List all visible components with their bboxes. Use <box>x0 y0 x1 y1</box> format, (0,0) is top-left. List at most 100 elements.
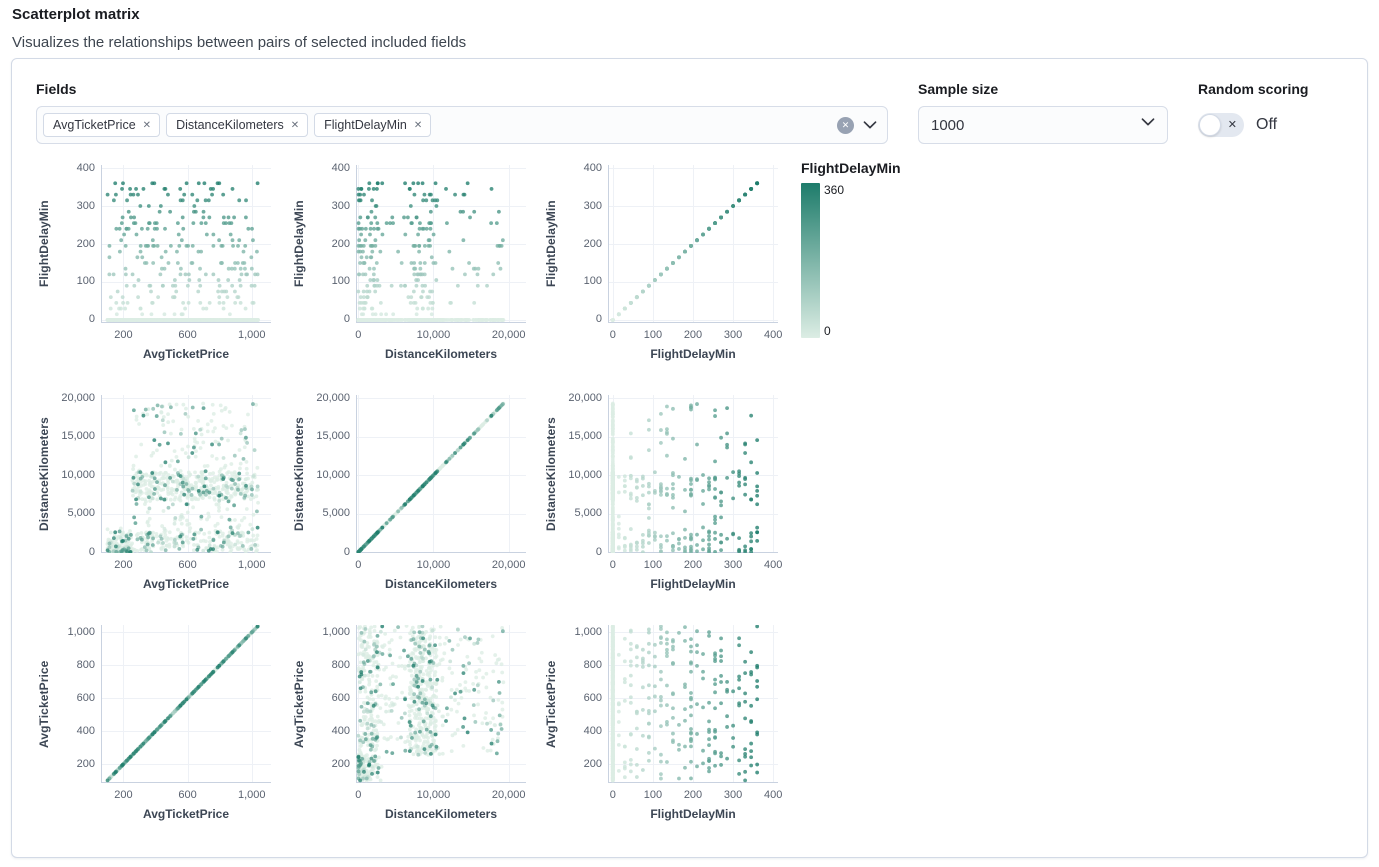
toggle-knob <box>1199 114 1221 136</box>
y-axis-tick-label: 5,000 <box>322 507 350 520</box>
x-axis-title: FlightDelayMin <box>650 807 736 821</box>
x-axis-tick-label: 1,000 <box>237 329 266 341</box>
x-axis-tick-label: 20,000 <box>491 559 526 571</box>
sample-size-label: Sample size <box>918 81 999 97</box>
y-axis-tick-label: 15,000 <box>568 430 602 443</box>
scatter-canvas <box>608 395 778 553</box>
y-axis-tick-label: 0 <box>595 545 602 558</box>
scatter-canvas <box>101 625 271 783</box>
y-axis-tick-label: 1,000 <box>574 625 602 638</box>
y-axis-tick-label: 0 <box>88 313 95 326</box>
y-axis-tick-label: 600 <box>331 691 350 704</box>
clear-icon: ✕ <box>841 119 850 130</box>
scatter-canvas <box>356 625 526 783</box>
x-axis-tick-label: 200 <box>114 789 133 801</box>
y-axis-tick-label: 200 <box>583 237 602 250</box>
x-axis-tick-label: 0 <box>609 559 616 571</box>
random-scoring-state: Off <box>1256 116 1278 133</box>
x-axis-tick-label: 200 <box>683 789 703 801</box>
sample-size-select[interactable]: 1000 <box>918 106 1168 144</box>
clear-all-fields-button[interactable]: ✕ <box>837 116 854 134</box>
scatter-canvas <box>101 165 271 323</box>
scatter-cell-FlightDelayMin-vs-AvgTicketPrice: FlightDelayMin 0 100 200 300 400 200 600 1,000 Av… <box>36 161 271 365</box>
x-axis-title: DistanceKilometers <box>384 347 498 361</box>
y-axis-tick-label: 200 <box>76 757 95 770</box>
random-scoring-label: Random scoring <box>1198 81 1309 97</box>
y-axis-tick-label: 20,000 <box>61 391 95 404</box>
y-axis-tick-label: 10,000 <box>61 468 95 481</box>
fields-control: Fields AvgTicketPrice ✕ DistanceKilometers… <box>36 81 888 144</box>
random-scoring-toggle[interactable]: ✕ <box>1198 113 1244 137</box>
x-axis-tick-label: 20,000 <box>491 789 526 801</box>
x-axis-tick-label: 200 <box>683 559 703 571</box>
x-axis-title: AvgTicketPrice <box>142 577 230 591</box>
y-axis-tick-label: 400 <box>76 161 95 174</box>
x-axis-tick-label: 300 <box>723 559 743 571</box>
field-pill-label: AvgTicketPrice <box>53 118 136 132</box>
x-axis-tick-label: 600 <box>178 789 197 801</box>
scatter-cell-FlightDelayMin-vs-FlightDelayMin: FlightDelayMin 0 100 200 300 400 0 100 200 300 400… <box>543 161 782 365</box>
x-axis-title: AvgTicketPrice <box>142 347 230 361</box>
plot-area <box>356 625 526 783</box>
y-axis-tick-label: 400 <box>331 161 350 174</box>
y-axis-tick-label: 200 <box>583 757 602 770</box>
x-axis-tick-label: 200 <box>683 329 703 341</box>
y-axis-tick-label: 800 <box>331 658 350 671</box>
sample-size-value: 1000 <box>931 116 965 134</box>
y-axis-tick-label: 20,000 <box>568 391 602 404</box>
x-axis-title: FlightDelayMin <box>650 347 736 361</box>
x-axis-tick-label: 10,000 <box>416 789 451 801</box>
random-scoring-control: Random scoring ✕ Off <box>1198 81 1308 144</box>
x-axis-tick-label: 20,000 <box>491 329 526 341</box>
plot-area <box>608 165 778 323</box>
remove-field-icon[interactable]: ✕ <box>142 119 152 131</box>
fields-label: Fields <box>36 81 77 97</box>
x-axis-title: AvgTicketPrice <box>142 807 230 821</box>
remove-field-icon[interactable]: ✕ <box>290 119 300 131</box>
plot-area <box>101 395 271 553</box>
y-axis-tick-label: 100 <box>583 275 602 288</box>
sample-size-control: Sample size 1000 <box>918 81 1168 144</box>
field-pill[interactable]: DistanceKilometers ✕ <box>166 113 309 137</box>
x-axis-tick-label: 1,000 <box>237 559 266 571</box>
y-axis-tick-label: 1,000 <box>67 625 95 638</box>
fields-pill-list: AvgTicketPrice ✕ DistanceKilometers ✕ Flight… <box>43 113 432 137</box>
scatter-cell-DistanceKilometers-vs-AvgTicketPrice: DistanceKilometers 0 5,000 10,000 15,000 20,0… <box>36 391 271 595</box>
legend-title: FlightDelayMin <box>801 160 901 176</box>
chevron-down-icon <box>1141 118 1155 126</box>
x-axis-tick-label: 1,000 <box>237 789 266 801</box>
scatter-cell-AvgTicketPrice-vs-FlightDelayMin: AvgTicketPrice 200 400 600 800 1,000 0 100 200 30… <box>543 625 782 825</box>
x-axis-tick-label: 200 <box>114 329 133 341</box>
scatter-cell-DistanceKilometers-vs-FlightDelayMin: DistanceKilometers 0 5,000 10,000 15,000 20,0… <box>543 391 782 595</box>
y-axis-tick-label: 300 <box>583 199 602 212</box>
x-axis-tick-label: 400 <box>764 559 783 571</box>
legend-min-label: 0 <box>824 324 831 338</box>
scatter-canvas <box>101 395 271 553</box>
y-axis-tick-label: 400 <box>583 724 602 737</box>
x-axis-tick-label: 0 <box>355 559 362 571</box>
y-axis-tick-label: 0 <box>595 313 602 326</box>
y-axis-tick-label: 100 <box>331 275 350 288</box>
color-legend: FlightDelayMin 360 0 <box>801 160 921 338</box>
x-axis-tick-label: 10,000 <box>416 559 451 571</box>
x-axis-tick-label: 0 <box>355 789 362 801</box>
y-axis-tick-label: 15,000 <box>316 430 350 443</box>
remove-field-icon[interactable]: ✕ <box>413 119 423 131</box>
controls-row: Fields AvgTicketPrice ✕ DistanceKilometers… <box>36 81 1343 144</box>
y-axis-tick-label: 200 <box>331 237 350 250</box>
x-axis-tick-label: 10,000 <box>416 329 451 341</box>
y-axis-tick-label: 800 <box>583 658 602 671</box>
scatter-canvas <box>356 165 526 323</box>
y-axis-tick-label: 20,000 <box>316 391 350 404</box>
field-pill[interactable]: AvgTicketPrice ✕ <box>43 113 161 137</box>
scatterplot-matrix: FlightDelayMin 360 0 FlightDelayMin 0 100 2… <box>36 152 1346 842</box>
x-axis-tick-label: 200 <box>114 559 133 571</box>
y-axis-tick-label: 200 <box>331 757 350 770</box>
y-axis-tick-label: 400 <box>583 161 602 174</box>
fields-combobox[interactable]: AvgTicketPrice ✕ DistanceKilometers ✕ Flight… <box>36 106 888 144</box>
chevron-down-icon[interactable] <box>863 121 877 129</box>
field-pill[interactable]: FlightDelayMin ✕ <box>314 113 432 137</box>
page-title: Scatterplot matrix <box>12 6 140 23</box>
x-axis-tick-label: 300 <box>723 329 743 341</box>
legend-max-label: 360 <box>824 183 845 197</box>
